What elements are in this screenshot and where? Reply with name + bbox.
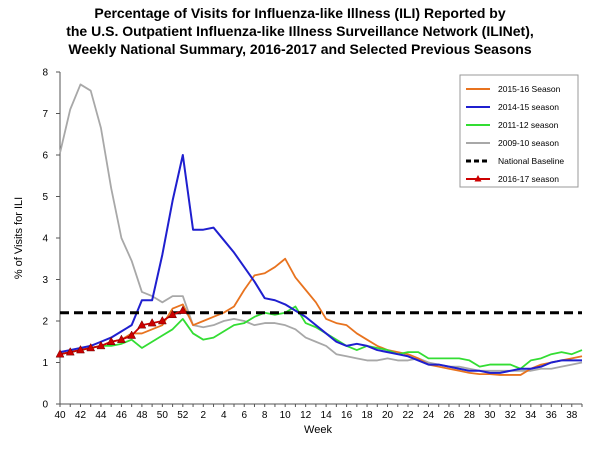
y-tick-label: 7 — [42, 109, 48, 120]
y-tick-label: 8 — [42, 68, 48, 79]
x-tick-label: 28 — [464, 410, 476, 421]
y-tick-label: 4 — [42, 234, 48, 245]
x-tick-label: 44 — [95, 410, 107, 421]
chart-title-line-1: Percentage of Visits for Influenza-like … — [94, 5, 505, 21]
x-tick-label: 22 — [402, 410, 414, 421]
y-tick-label: 1 — [42, 358, 48, 369]
data-point-2016-17-season — [96, 340, 106, 350]
x-tick-label: 50 — [157, 410, 169, 421]
x-tick-label: 10 — [280, 410, 292, 421]
legend-label-national-baseline: National Baseline — [498, 156, 564, 166]
y-tick-label: 5 — [42, 192, 48, 203]
legend-label-2015-16-season: 2015-16 Season — [498, 84, 561, 94]
data-point-2016-17-season — [137, 320, 147, 329]
y-tick-label: 3 — [42, 275, 48, 286]
x-tick-label: 52 — [177, 410, 189, 421]
legend-box — [459, 74, 579, 188]
data-point-2016-17-season — [127, 330, 137, 339]
data-point-2016-17-season — [106, 336, 116, 345]
legend-label-2009-10-season: 2009-10 season — [498, 138, 559, 148]
legend-label-2016-17-season: 2016-17 season — [498, 174, 559, 184]
x-tick-label: 46 — [116, 410, 128, 421]
data-point-2016-17-season — [86, 342, 96, 352]
x-tick-label: 48 — [136, 410, 148, 421]
chart-title: Percentage of Visits for Influenza-like … — [66, 5, 534, 57]
x-tick-label: 34 — [525, 410, 537, 421]
y-tick-label: 6 — [42, 151, 48, 162]
data-point-2016-17-season — [65, 347, 75, 356]
x-tick-label: 18 — [361, 410, 373, 421]
x-tick-label: 12 — [300, 410, 312, 421]
series-layer — [55, 83, 583, 376]
chart-title-line-3: Weekly National Summary, 2016-2017 and S… — [68, 41, 531, 57]
series-line-2015-16-season — [59, 257, 583, 376]
legend-label-2014-15-season: 2014-15 season — [498, 102, 559, 112]
x-tick-label: 38 — [566, 410, 578, 421]
x-tick-label: 20 — [382, 410, 394, 421]
x-tick-label: 40 — [54, 410, 66, 421]
x-tick-label: 26 — [443, 410, 455, 421]
x-tick-label: 8 — [262, 410, 268, 421]
series-line-2011-12-season — [59, 305, 583, 370]
x-tick-label: 24 — [423, 410, 435, 421]
data-point-2016-17-season — [168, 309, 178, 319]
x-tick-label: 2 — [201, 410, 207, 421]
x-tick-label: 14 — [321, 410, 333, 421]
data-point-2016-17-season — [55, 349, 65, 358]
data-point-2016-17-season — [116, 334, 126, 343]
x-tick-label: 36 — [546, 410, 558, 421]
series-line-2014-15-season — [59, 154, 582, 374]
y-tick-label: 2 — [42, 317, 48, 328]
legend-label-2011-12-season: 2011-12 season — [498, 120, 559, 130]
data-point-2016-17-season — [147, 318, 157, 327]
series-line-2009-10-season — [59, 83, 583, 372]
x-axis-label: Week — [304, 424, 332, 436]
x-tick-label: 42 — [75, 410, 87, 421]
y-tick-label: 0 — [42, 400, 48, 411]
legend: 2015-16 Season 2014-15 season 2011-12 seas… — [459, 74, 579, 188]
data-point-2016-17-season — [178, 305, 188, 314]
data-point-2016-17-season — [157, 315, 167, 325]
x-tick-label: 6 — [241, 410, 247, 421]
x-tick-label: 30 — [484, 410, 496, 421]
y-axis-label: % of Visits for ILI — [13, 197, 25, 279]
chart-title-line-2: the U.S. Outpatient Influenza-like Illne… — [66, 23, 534, 39]
x-tick-label: 16 — [341, 410, 353, 421]
x-tick-label: 4 — [221, 410, 227, 421]
legend-marker-2016-17-season — [474, 175, 482, 182]
data-point-2016-17-season — [76, 345, 85, 354]
x-tick-label: 32 — [505, 410, 517, 421]
